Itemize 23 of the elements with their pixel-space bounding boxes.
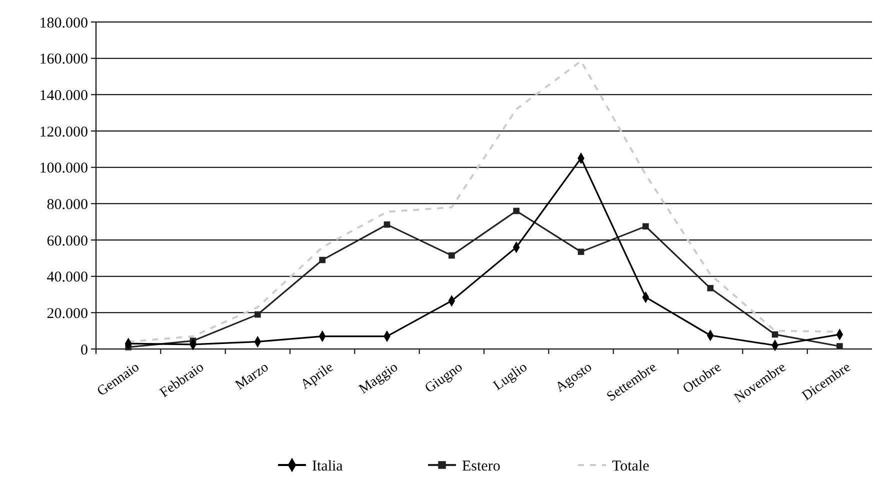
- y-tick-label: 140.000: [39, 88, 88, 104]
- y-tick-label: 100.000: [39, 160, 88, 177]
- legend-label: Italia: [312, 458, 344, 474]
- legend-label: Estero: [462, 458, 500, 474]
- point: [384, 221, 390, 228]
- y-tick-label: 60.000: [46, 233, 88, 250]
- point: [254, 311, 261, 318]
- y-tick-label: 20.000: [46, 306, 88, 322]
- y-tick-label: 80.000: [46, 196, 88, 213]
- y-tick-label: 120.000: [39, 124, 88, 140]
- point: [513, 208, 520, 214]
- point: [578, 248, 584, 255]
- point: [319, 256, 326, 264]
- y-tick-label: 40.000: [46, 270, 88, 286]
- point: [642, 223, 649, 230]
- y-tick-label: 160.000: [39, 52, 88, 68]
- point: [772, 331, 778, 338]
- y-tick-label: 180.000: [39, 15, 88, 32]
- legend-label: Totale: [612, 458, 650, 474]
- point: [448, 252, 455, 259]
- point: [836, 343, 843, 350]
- point: [707, 284, 714, 292]
- y-tick-label: 0: [80, 342, 88, 358]
